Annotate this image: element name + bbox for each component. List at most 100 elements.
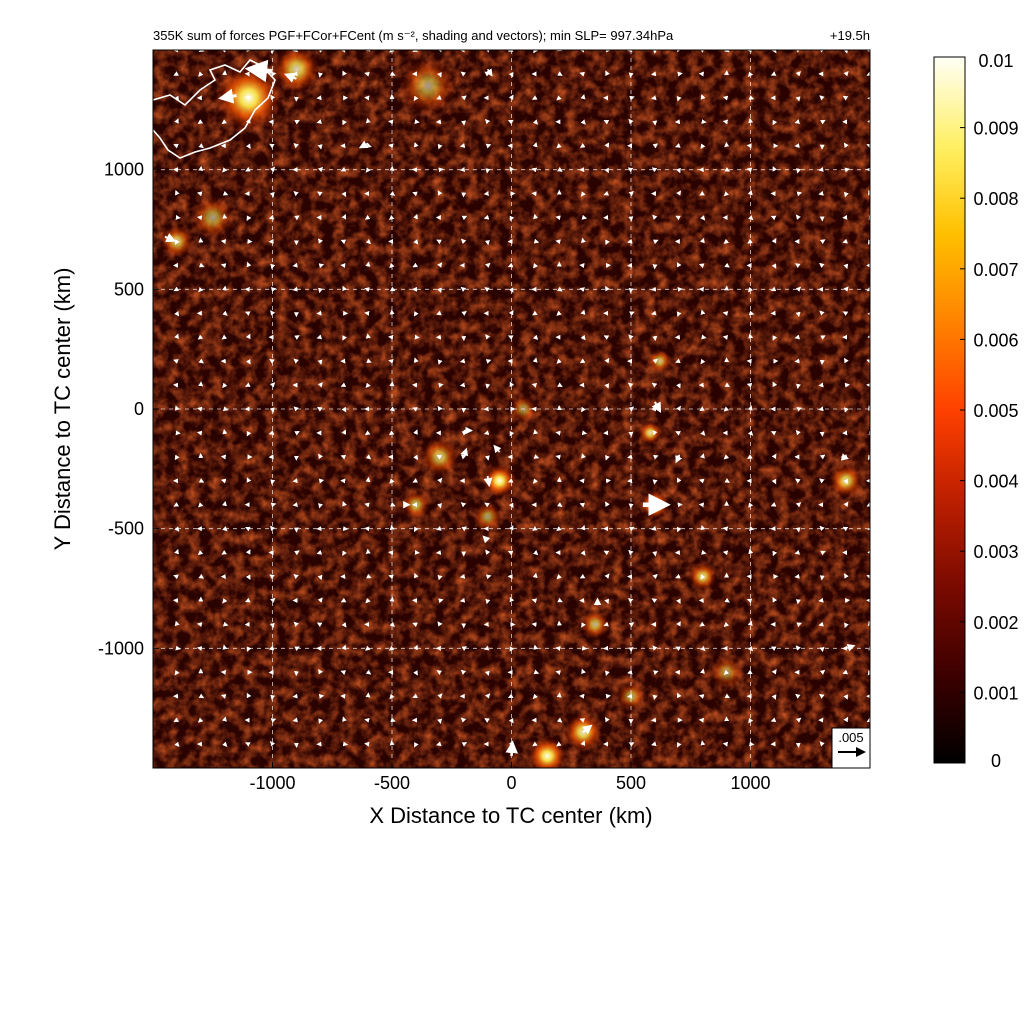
small-vector-292 [388,214,395,221]
small-vector-92 [246,692,252,699]
y-tick-label-3: 500 [114,279,144,299]
small-vector-336 [438,598,444,604]
small-vector-815 [818,621,824,627]
small-vector-388 [460,71,467,77]
small-vector-575 [628,622,635,628]
colorbar-tick-label-9: 0.009 [973,119,1018,139]
small-vector-541 [604,716,610,723]
small-vector-531 [581,237,586,244]
small-vector-421 [508,717,514,724]
small-vector-624 [651,167,658,173]
small-vector-66 [222,598,228,604]
small-vector-734 [747,405,753,411]
small-vector-261 [365,238,371,245]
small-vector-566 [603,119,610,125]
small-vector-435 [509,381,515,388]
small-vector-678 [700,309,706,315]
small-vector-439 [508,287,514,293]
small-vector-437 [507,335,514,340]
small-vector-744 [746,167,753,173]
small-vector-244 [364,645,371,651]
small-vector-125 [269,622,275,629]
small-vector-593 [628,190,634,197]
small-vector-392 [485,693,491,699]
small-vector-192 [318,453,323,460]
small-vector-808 [795,71,801,77]
hotspot-12 [647,349,672,374]
small-vector-151 [292,717,298,723]
small-vector-594 [627,167,634,173]
small-vector-25 [173,143,179,149]
small-vector-170 [292,262,298,268]
vector-12 [505,740,518,757]
small-vector-830 [819,262,825,268]
small-vector-220 [342,501,347,507]
small-vector-195 [317,382,323,388]
small-vector-606 [651,598,658,604]
small-vector-683 [699,190,705,196]
small-vector-265 [366,143,372,148]
small-vector-333 [436,670,443,675]
colorbar-tick-label-7: 0.007 [973,260,1018,280]
small-vector-806 [794,119,801,124]
small-vector-632 [677,692,682,699]
small-vector-186 [317,597,323,603]
small-vector-139 [270,287,277,293]
small-vector-298 [389,71,396,76]
small-vector-486 [557,597,563,603]
small-vector-77 [221,334,228,340]
small-vector-545 [603,621,609,627]
small-vector-771 [771,237,777,244]
small-vector-462 [533,454,540,459]
small-vector-438 [508,309,514,316]
small-vector-326 [414,119,420,125]
small-vector-573 [627,669,633,675]
x-tick-label-4: 1000 [730,773,770,793]
small-vector-46 [198,358,204,364]
small-vector-496 [556,358,562,364]
small-vector-382 [461,215,468,221]
small-vector-742 [747,215,754,221]
small-vector-61 [222,716,227,722]
small-vector-53 [196,191,203,197]
small-vector-224 [341,406,347,413]
small-vector-234 [340,166,347,172]
small-vector-241 [364,717,370,723]
small-vector-515 [581,622,586,628]
small-vector-660 [700,740,706,746]
small-vector-154 [294,646,300,652]
small-vector-410 [485,262,491,268]
small-vector-765 [772,381,778,388]
small-vector-498 [556,310,562,316]
small-vector-403 [483,430,490,436]
small-vector-345 [438,382,444,388]
small-vector-797 [794,334,800,340]
small-vector-803 [796,191,803,197]
small-vector-696 [724,597,730,603]
small-vector-331 [437,718,442,724]
small-vector-197 [316,334,323,340]
small-vector-110 [246,261,252,268]
small-vector-637 [675,573,681,579]
small-vector-785 [796,622,802,628]
small-vector-124 [268,645,275,651]
small-vector-133 [268,430,275,436]
small-vector-363 [460,669,467,675]
small-vector-774 [772,166,778,172]
small-vector-751 [770,717,777,723]
small-vector-588 [629,311,635,316]
small-vector-579 [628,526,635,532]
small-vector-630 [677,742,682,748]
small-vector-849 [842,526,849,532]
small-vector-236 [342,119,347,126]
small-vector-527 [580,334,586,341]
small-vector-158 [294,550,300,556]
coastline [153,59,276,159]
small-vector-23 [174,189,180,196]
small-vector-717 [722,95,729,101]
colorbar [933,56,966,764]
small-vector-103 [246,430,252,437]
small-vector-563 [603,190,610,196]
small-vector-447 [508,94,514,101]
small-vector-41 [198,478,205,483]
